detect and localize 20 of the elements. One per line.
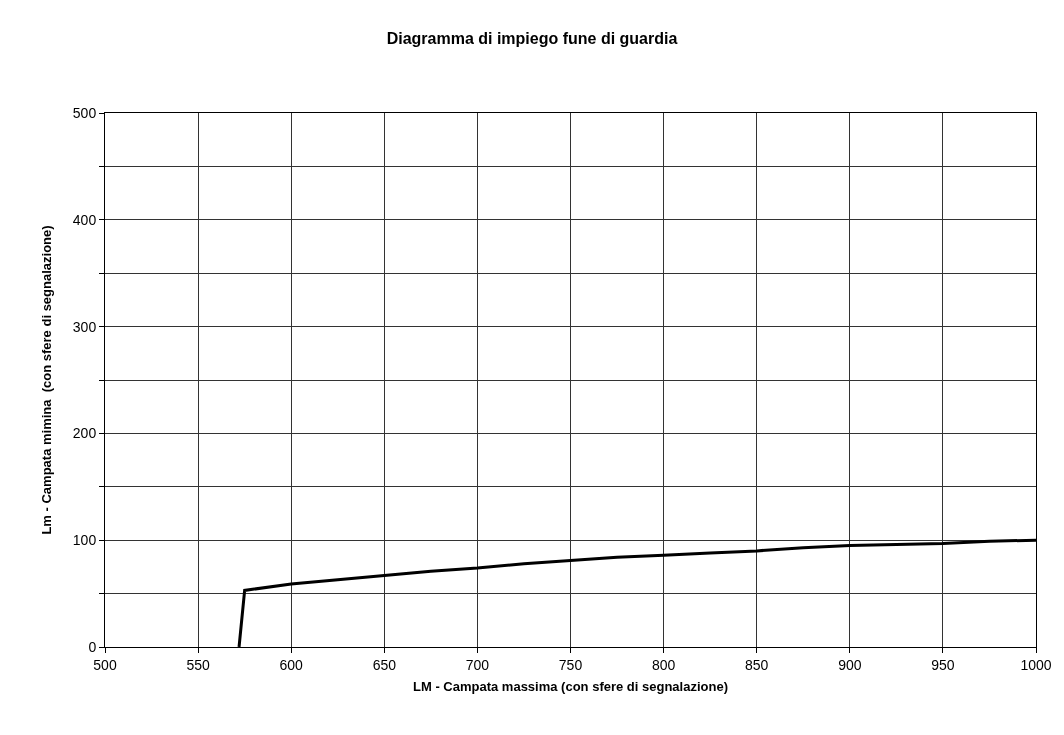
x-tick-label: 800 — [651, 656, 676, 673]
y-tick-label: 500 — [72, 104, 97, 121]
x-tick-label: 1000 — [1020, 656, 1052, 673]
y-tick-label: 200 — [72, 425, 97, 442]
x-tick-label: 950 — [931, 656, 955, 673]
x-tick-label: 850 — [745, 656, 769, 673]
x-tick-label: 750 — [558, 656, 583, 673]
y-axis-title: Lm - Campata mimina (con sfere di segnalazione) — [38, 225, 54, 535]
y-tick-label: 100 — [72, 532, 97, 549]
x-tick-label: 650 — [372, 656, 397, 673]
x-tick-label: 700 — [465, 656, 490, 673]
y-tick-label: 0 — [88, 638, 97, 655]
y-tick-label: 400 — [72, 211, 97, 228]
x-axis-title: LM - Campata massima (con sfere di segnalazione) — [413, 679, 728, 695]
y-tick-label: 300 — [72, 318, 97, 335]
x-tick-label: 900 — [838, 656, 862, 673]
x-tick-label: 500 — [93, 656, 117, 673]
x-tick-label: 550 — [186, 656, 210, 673]
chart-title: Diagramma di impiego fune di guardia — [386, 30, 678, 48]
x-tick-label: 600 — [279, 656, 304, 673]
